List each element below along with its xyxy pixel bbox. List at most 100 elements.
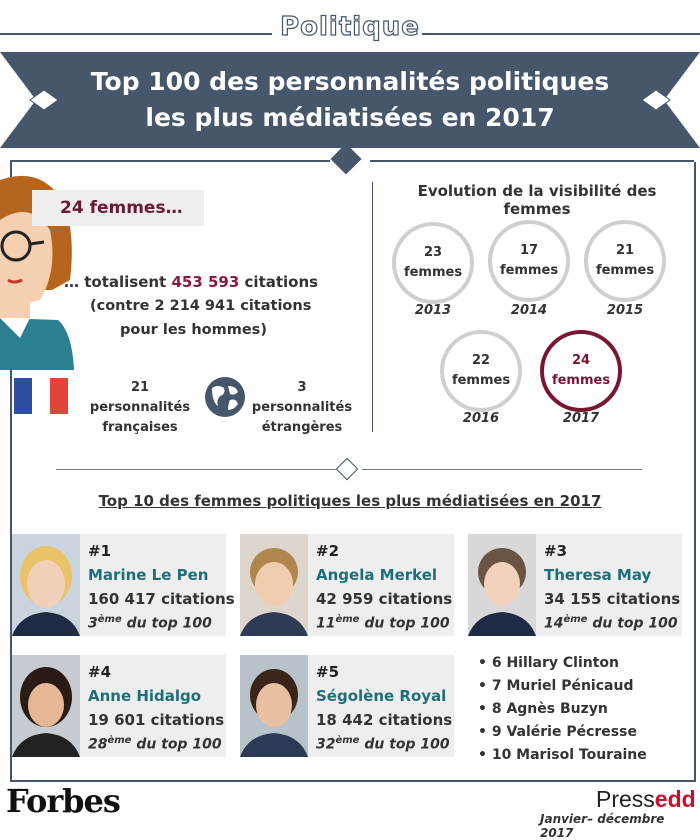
year-circle-2017: 24 femmes	[540, 330, 622, 412]
total-suffix: citations	[239, 273, 319, 291]
citation-count: 18 442 citations	[316, 711, 453, 729]
top100-position: 3ème du top 100	[88, 614, 212, 632]
position-suffix: ème	[335, 735, 360, 746]
separator-left	[56, 469, 336, 470]
top100-position: 11ème du top 100	[316, 614, 450, 632]
person-name: Anne Hidalgo	[88, 687, 202, 705]
year-label-2013: 2013	[414, 303, 452, 318]
year-circle-2013: 23 femmes	[392, 222, 474, 304]
ranks-6-to-10-list: • 6 Hillary Clinton • 7 Muriel Pénicaud …	[478, 652, 688, 767]
rank-number: #4	[88, 663, 112, 681]
year-label-2014: 2014	[510, 303, 548, 318]
citation-count: 19 601 citations	[88, 711, 225, 729]
card-rank-5: #5 Ségolène Royal 18 442 citations 32ème…	[240, 655, 454, 757]
men-comparison-line-1: (contre 2 214 941 citations	[90, 298, 312, 314]
category-label: Politique	[279, 11, 420, 42]
circle-unit: femmes	[451, 373, 511, 388]
portrait-photo	[468, 534, 536, 636]
top100-position: 14ème du top 100	[544, 614, 678, 632]
list-item: • 7 Muriel Pénicaud	[478, 678, 634, 694]
circle-count: 24	[571, 353, 591, 368]
separator-right	[362, 469, 642, 470]
rank-number: #5	[316, 663, 340, 681]
year-circle-2016: 22 femmes	[440, 330, 522, 412]
position-suffix: ème	[97, 614, 122, 625]
total-citations-line: … totalisent 453 593 citations	[64, 273, 318, 291]
category-rule-left	[0, 33, 272, 35]
period-label: Janvier– décembre 2017	[540, 812, 665, 840]
women-count-box	[32, 190, 204, 226]
total-prefix: … totalisent	[64, 273, 172, 291]
year-circle-2014: 17 femmes	[488, 220, 570, 302]
pressedd-logo-part-1: Press	[596, 786, 655, 812]
year-label-2017: 2017	[562, 411, 600, 426]
foreign-line-2: étrangères	[261, 420, 343, 435]
total-citations-value: 453 593	[171, 273, 240, 291]
position-number: 11	[316, 615, 336, 632]
rank-number: #3	[544, 542, 568, 560]
card-rank-3: #3 Theresa May 34 155 citations 14ème du…	[468, 534, 682, 636]
circle-unit: femmes	[403, 265, 463, 280]
year-circle-2015: 21 femmes	[584, 220, 666, 302]
list-item: • 6 Hillary Clinton	[478, 655, 620, 671]
portrait-photo	[240, 534, 308, 636]
position-text: du top 100	[359, 736, 450, 753]
globe-icon	[205, 377, 245, 417]
circle-count: 17	[519, 243, 539, 258]
position-suffix: ème	[107, 735, 132, 746]
position-suffix: ème	[335, 614, 360, 625]
position-text: du top 100	[359, 615, 450, 632]
portrait-photo	[12, 655, 80, 757]
french-personalities: 21 personnalités françaises	[80, 378, 200, 438]
circle-unit: femmes	[499, 263, 559, 278]
title-line-2: les plus médiatisées en 2017	[145, 103, 555, 132]
frame-top-left	[10, 160, 330, 162]
person-name: Marine Le Pen	[88, 566, 209, 584]
men-comparison-line-2: pour les hommes)	[120, 322, 267, 338]
french-line-2: françaises	[102, 420, 178, 435]
card-rank-1: #1 Marine Le Pen 160 417 citations 3ème …	[12, 534, 235, 636]
circle-count: 21	[615, 243, 635, 258]
circle-count: 23	[423, 245, 443, 260]
evolution-title: Evolution de la visibilité des femmes	[417, 182, 657, 218]
position-number: 14	[544, 615, 564, 632]
position-text: du top 100	[131, 736, 222, 753]
portrait-photo	[240, 655, 308, 757]
position-suffix: ème	[563, 614, 588, 625]
top100-position: 32ème du top 100	[316, 735, 450, 753]
title-line-1: Top 100 des personnalités politiques	[90, 67, 610, 96]
list-item: • 8 Agnès Buzyn	[478, 701, 608, 717]
foreign-line-1: 3 personnalités	[251, 380, 353, 415]
pressedd-logo-part-2: edd	[654, 786, 696, 812]
person-name: Ségolène Royal	[316, 687, 447, 705]
page-title: Top 100 des personnalités politiques les…	[60, 64, 640, 136]
french-line-1: 21 personnalités	[89, 380, 191, 415]
content-frame	[10, 162, 696, 782]
citation-count: 34 155 citations	[544, 590, 681, 608]
pressedd-logo: Pressedd	[596, 786, 696, 813]
position-text: du top 100	[587, 615, 678, 632]
category-rule-right	[422, 33, 700, 35]
circle-count: 22	[471, 353, 491, 368]
portrait-photo	[12, 534, 80, 636]
list-item: • 9 Valérie Pécresse	[478, 724, 637, 740]
french-flag-icon	[14, 378, 68, 414]
position-number: 28	[88, 736, 108, 753]
women-count-label: 24 femmes…	[60, 198, 183, 218]
list-item: • 10 Marisol Touraine	[478, 747, 647, 763]
frame-top-right	[370, 160, 694, 162]
rank-number: #1	[88, 542, 112, 560]
circle-unit: femmes	[551, 373, 611, 388]
top10-title: Top 10 des femmes politiques les plus mé…	[98, 492, 602, 510]
foreign-personalities: 3 personnalités étrangères	[250, 378, 354, 438]
title-banner	[0, 52, 700, 148]
position-number: 3	[88, 615, 98, 632]
person-name: Theresa May	[544, 566, 652, 584]
year-label-2015: 2015	[606, 303, 644, 318]
card-rank-2: #2 Angela Merkel 42 959 citations 11ème …	[240, 534, 454, 636]
rank-number: #2	[316, 542, 340, 560]
forbes-logo: Forbes	[6, 782, 121, 820]
citation-count: 42 959 citations	[316, 590, 453, 608]
citation-count: 160 417 citations	[88, 590, 235, 608]
card-rank-4: #4 Anne Hidalgo 19 601 citations 28ème d…	[12, 655, 226, 757]
